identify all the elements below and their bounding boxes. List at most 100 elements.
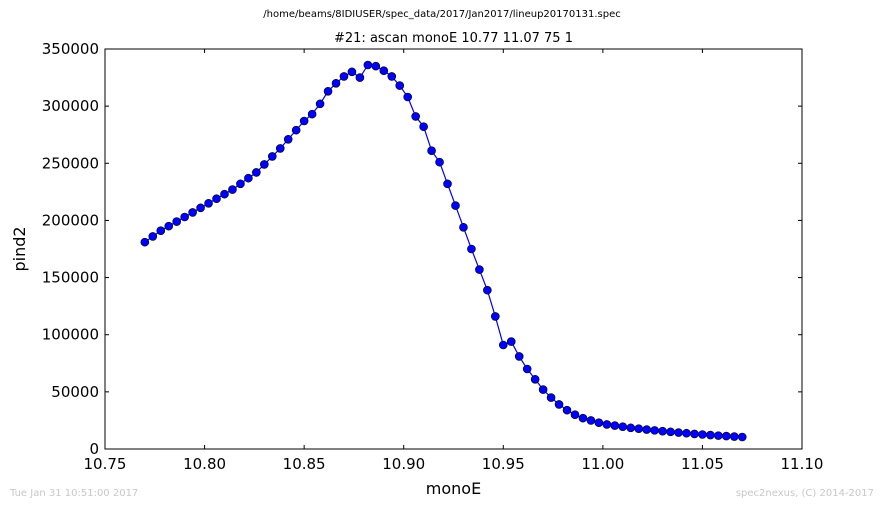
- x-tick-label: 11.10: [781, 455, 824, 473]
- data-point: [570, 410, 580, 420]
- data-point: [483, 285, 492, 295]
- data-point: [220, 189, 229, 199]
- data-point: [491, 312, 500, 321]
- data-point: [498, 340, 508, 350]
- data-point: [156, 226, 166, 236]
- data-point: [650, 426, 659, 435]
- y-tick-label: 150000: [42, 269, 99, 287]
- data-point: [634, 424, 644, 433]
- y-tick-label: 250000: [42, 154, 99, 172]
- data-point: [180, 212, 189, 222]
- data-point: [140, 237, 150, 247]
- data-point: [244, 173, 253, 183]
- data-point: [586, 416, 596, 425]
- x-axis-label: monoE: [426, 479, 481, 498]
- x-tick-label: 10.75: [84, 455, 127, 473]
- series-line: [144, 64, 743, 438]
- data-point: [682, 428, 691, 438]
- x-tick-label: 11.00: [581, 455, 624, 473]
- data-point: [443, 179, 452, 189]
- data-point: [706, 430, 715, 440]
- data-point: [331, 78, 341, 88]
- data-point: [522, 364, 532, 374]
- data-point: [578, 413, 588, 423]
- data-point: [387, 72, 397, 81]
- data-point: [196, 203, 205, 213]
- credit-text: spec2nexus, (C) 2014-2017: [735, 488, 874, 499]
- y-tick-label: 50000: [51, 383, 99, 401]
- data-point: [204, 198, 213, 208]
- data-point: [307, 109, 317, 119]
- data-point: [291, 125, 301, 135]
- x-tick-label: 10.95: [482, 455, 525, 473]
- data-point: [562, 405, 572, 415]
- data-point: [371, 61, 381, 71]
- data-point: [236, 179, 245, 189]
- data-point: [626, 423, 636, 433]
- data-point: [363, 60, 373, 70]
- y-tick-label: 200000: [42, 211, 99, 229]
- data-point: [228, 185, 237, 194]
- data-point: [690, 429, 699, 439]
- y-tick-label: 300000: [42, 97, 99, 115]
- data-point: [339, 72, 349, 81]
- data-point: [610, 421, 620, 430]
- data-point: [188, 208, 197, 217]
- data-point: [729, 432, 739, 441]
- data-point: [722, 431, 731, 441]
- timestamp-text: Tue Jan 31 10:51:00 2017: [10, 488, 139, 499]
- data-point: [530, 374, 540, 384]
- plot-layer: [140, 60, 747, 442]
- y-axis-label: pind2: [10, 226, 29, 271]
- y-tick-label: 0: [89, 440, 99, 458]
- data-point: [714, 431, 723, 440]
- data-point: [459, 222, 468, 232]
- data-point: [602, 420, 612, 429]
- data-point: [323, 86, 333, 96]
- data-point: [267, 152, 277, 161]
- data-point: [666, 427, 675, 437]
- data-point: [618, 422, 628, 432]
- chart-title: #21: ascan monoE 10.77 11.07 75 1: [334, 31, 573, 46]
- data-point: [395, 81, 405, 90]
- data-point: [554, 400, 564, 409]
- data-point: [674, 428, 683, 437]
- data-point: [506, 337, 516, 346]
- data-point: [411, 112, 420, 121]
- data-point: [737, 432, 747, 442]
- data-point: [427, 146, 436, 156]
- data-point: [252, 168, 261, 177]
- data-point: [260, 160, 269, 169]
- data-point: [379, 66, 389, 76]
- data-point: [658, 426, 667, 436]
- data-point: [275, 144, 285, 153]
- data-point: [451, 201, 460, 210]
- data-point: [315, 99, 325, 109]
- x-tick-label: 10.90: [382, 455, 425, 473]
- x-tick-label: 10.85: [283, 455, 326, 473]
- data-point: [212, 194, 221, 204]
- data-point: [546, 393, 556, 402]
- data-point: [419, 122, 428, 132]
- data-point: [283, 134, 293, 144]
- data-point: [347, 67, 357, 77]
- data-point: [475, 265, 484, 274]
- data-point: [467, 244, 476, 254]
- data-point: [164, 221, 174, 231]
- y-tick-label: 100000: [42, 326, 99, 344]
- data-point: [435, 157, 444, 167]
- axes-frame: [104, 48, 803, 450]
- data-point: [594, 418, 604, 428]
- data-point: [514, 352, 524, 361]
- x-tick-label: 11.05: [681, 455, 724, 473]
- data-point: [172, 217, 181, 226]
- data-point: [403, 92, 413, 102]
- axes-layer: 10.75 10.80 10.85 10.90 10.95 11.00 11.05 11.10…: [42, 40, 824, 473]
- x-tick-label: 10.80: [183, 455, 226, 473]
- data-point: [355, 73, 365, 82]
- data-point: [698, 430, 707, 439]
- data-point: [148, 232, 158, 241]
- data-point: [299, 116, 309, 126]
- y-tick-label: 350000: [42, 40, 99, 58]
